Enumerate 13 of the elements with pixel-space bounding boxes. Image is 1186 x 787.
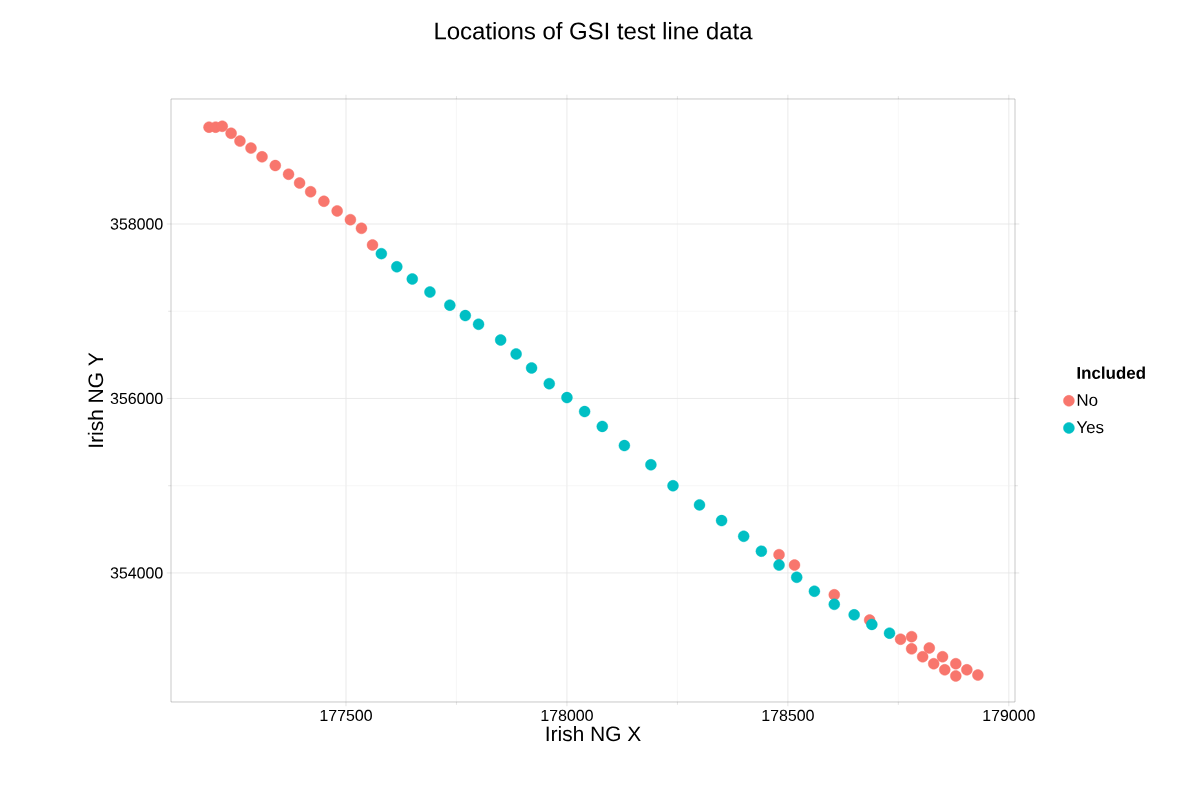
y-tick-label: 354000 <box>110 567 163 579</box>
chart-title: Locations of GSI test line data <box>435 21 753 40</box>
legend-label: No <box>1077 394 1098 407</box>
x-tick-label: 177500 <box>320 709 372 722</box>
legend-title: Included <box>1077 366 1145 379</box>
x-tick-label: 178500 <box>762 709 814 722</box>
x-tick-label: 178000 <box>541 709 593 722</box>
x-tick-label: 179000 <box>983 709 1035 722</box>
y-tick-label: 358000 <box>110 218 163 230</box>
x-axis-title: Irish NG X <box>546 725 641 742</box>
y-axis-title: Irish NG Y <box>87 352 104 447</box>
y-tick-label: 356000 <box>110 392 163 405</box>
legend-label: Yes <box>1076 421 1104 434</box>
